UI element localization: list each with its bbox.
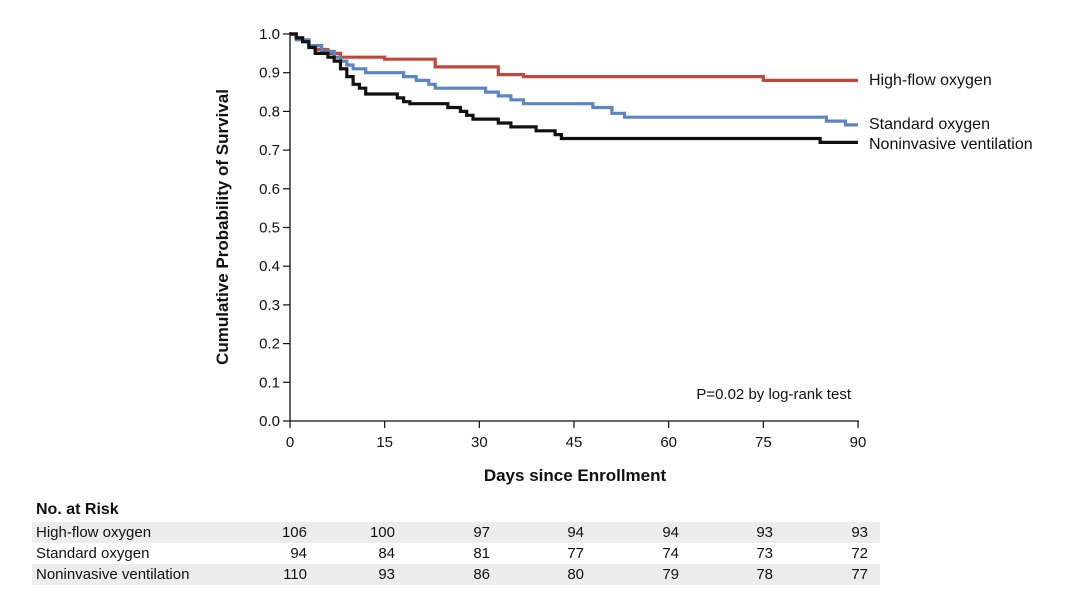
risk-value: 72	[851, 545, 868, 562]
risk-table: No. at Risk High-flow oxygen 106 100 97 94 94…	[32, 498, 880, 585]
axes: 0.0 0.1 0.2 0.3 0.4 0.5 0.6 0.7 0.8 0.9 1.0 0 15 30 45…	[259, 26, 866, 451]
risk-value: 93	[851, 524, 868, 541]
y-tick-label: 0.0	[259, 413, 280, 430]
risk-value: 77	[851, 566, 868, 583]
series-label: Noninvasive ventilation	[869, 136, 1033, 153]
series-label: Standard oxygen	[869, 116, 990, 133]
y-tick-label: 0.6	[259, 181, 280, 198]
series-lines	[290, 32, 858, 144]
series-labels: High-flow oxygen Standard oxygen Noninvasi…	[869, 72, 1033, 153]
risk-table-row: Standard oxygen 94 84 81 77 74 73 72	[32, 543, 880, 564]
risk-value: 79	[662, 566, 679, 583]
risk-row-label: Standard oxygen	[36, 545, 150, 562]
y-axis-title: Cumulative Probability of Survival	[213, 89, 232, 365]
x-tick-label: 0	[286, 434, 294, 451]
y-tick-label: 0.9	[259, 65, 280, 82]
y-tick-label: 1.0	[259, 26, 280, 43]
survival-chart: 0.0 0.1 0.2 0.3 0.4 0.5 0.6 0.7 0.8 0.9 1.0 0 15 30 45…	[213, 26, 1033, 485]
y-tick-label: 0.1	[259, 374, 280, 391]
risk-table-row: High-flow oxygen 106 100 97 94 94 93 93	[32, 522, 880, 543]
risk-value: 100	[369, 524, 395, 541]
x-tick-label: 45	[566, 434, 583, 451]
y-tick-label: 0.4	[259, 258, 280, 275]
risk-value: 84	[378, 545, 395, 562]
risk-value: 73	[756, 545, 773, 562]
risk-value: 93	[756, 524, 773, 541]
x-tick-label: 90	[850, 434, 867, 451]
series-label: High-flow oxygen	[869, 72, 992, 89]
y-tick-label: 0.7	[259, 142, 280, 159]
x-tick-label: 75	[755, 434, 772, 451]
risk-value: 78	[756, 566, 773, 583]
risk-row-label: High-flow oxygen	[36, 524, 152, 541]
risk-value: 110	[283, 566, 307, 583]
risk-table-row: Noninvasive ventilation 110 93 86 80 79 78 77	[32, 564, 880, 585]
risk-value: 94	[662, 524, 679, 541]
x-tick-label: 60	[660, 434, 677, 451]
risk-value: 94	[567, 524, 584, 541]
risk-value: 86	[473, 566, 490, 583]
y-tick-label: 0.3	[259, 297, 280, 314]
risk-table-title: No. at Risk	[36, 501, 119, 518]
risk-value: 81	[473, 545, 490, 562]
risk-value: 80	[567, 566, 584, 583]
series-line	[290, 32, 858, 144]
risk-value: 106	[281, 524, 307, 541]
x-tick-label: 30	[471, 434, 488, 451]
x-tick-label: 15	[376, 434, 393, 451]
risk-value: 97	[473, 524, 490, 541]
p-value-annotation: P=0.02 by log-rank test	[696, 386, 852, 403]
risk-value: 94	[290, 545, 307, 562]
x-axis-title: Days since Enrollment	[484, 466, 667, 485]
y-tick-label: 0.2	[259, 336, 280, 353]
risk-value: 74	[662, 545, 679, 562]
series-line	[290, 32, 858, 127]
y-tick-label: 0.5	[259, 220, 280, 237]
risk-value: 93	[378, 566, 395, 583]
risk-value: 77	[567, 545, 584, 562]
risk-row-label: Noninvasive ventilation	[36, 566, 190, 583]
risk-table-rows: High-flow oxygen 106 100 97 94 94 93 93 Standard…	[32, 522, 880, 585]
y-tick-label: 0.8	[259, 103, 280, 120]
